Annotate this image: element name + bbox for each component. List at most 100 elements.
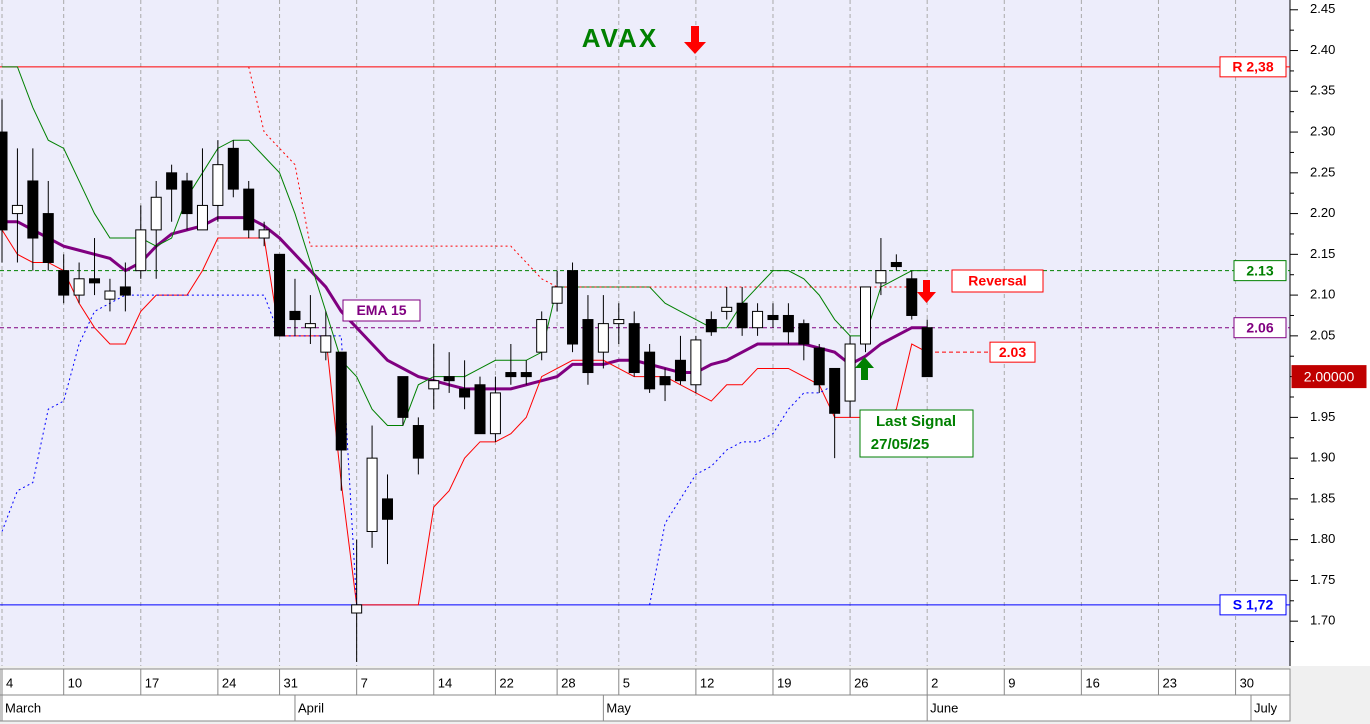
buy-arrow: [855, 357, 874, 380]
x-tick-label: 23: [1162, 675, 1176, 690]
level-label-box: [1219, 594, 1287, 616]
candle-body: [705, 319, 717, 333]
y-tick-label: 2.45: [1310, 1, 1335, 16]
candle-body: [813, 347, 825, 386]
last-price: 2.00000: [1304, 368, 1355, 384]
x-tick-label: 24: [222, 675, 236, 690]
candle-body: [829, 367, 841, 414]
candle-body: [181, 180, 193, 215]
candle-body: [459, 388, 471, 398]
candle-body: [335, 351, 347, 451]
candle-body: [89, 278, 101, 284]
candle-body: [597, 323, 609, 353]
candle-body: [27, 180, 39, 239]
target-label-box: [989, 341, 1036, 363]
indicator-line: [1, 294, 358, 605]
y-tick-label: 1.80: [1310, 531, 1335, 546]
ema-label-box: [342, 299, 421, 322]
signal-box: [859, 409, 974, 458]
candle-body: [551, 286, 563, 304]
candle-body: [489, 392, 501, 435]
candle-body: [536, 319, 548, 353]
candle-body: [104, 290, 116, 300]
candle-body: [289, 310, 301, 321]
candle-body: [166, 172, 178, 190]
candle-body: [119, 286, 131, 296]
candle-body: [520, 372, 532, 378]
y-tick-label: 1.85: [1310, 490, 1335, 505]
level-label: 2.13: [1246, 262, 1273, 278]
month-label: March: [5, 700, 41, 715]
candle-body: [366, 457, 378, 532]
candle-body: [875, 270, 887, 284]
ema-label: EMA 15: [356, 302, 406, 318]
y-tick-label: 2.25: [1310, 164, 1335, 179]
candle-body: [227, 147, 239, 190]
candle-body: [428, 380, 440, 390]
y-tick-label: 1.70: [1310, 613, 1335, 628]
candle-body: [859, 286, 871, 345]
level-label-box: [1233, 317, 1287, 339]
candle-body: [397, 376, 409, 418]
candle-body: [890, 261, 902, 268]
x-tick-label: 16: [1085, 675, 1099, 690]
signal-label: Last Signal: [876, 413, 956, 430]
candle-body: [628, 323, 640, 374]
x-tick-label: 10: [68, 675, 82, 690]
x-tick-label: 7: [361, 675, 368, 690]
level-label-box: [1219, 56, 1287, 78]
y-tick-label: 2.15: [1310, 246, 1335, 261]
candle-body: [752, 310, 764, 329]
candle-body: [58, 270, 70, 296]
candle-body: [767, 314, 779, 321]
target-label: 2.03: [999, 344, 1026, 360]
x-tick-label: 26: [854, 675, 868, 690]
candle-body: [736, 302, 748, 329]
indicator-line: [248, 66, 912, 288]
candle-body: [212, 164, 224, 206]
candle-body: [782, 314, 794, 333]
y-tick-label: 2.40: [1310, 42, 1335, 57]
month-label: April: [298, 700, 324, 715]
x-tick-label: 28: [561, 675, 575, 690]
candle-body: [351, 604, 363, 614]
candle-body: [921, 327, 933, 378]
indicator-line: [649, 384, 835, 605]
candle-body: [674, 359, 686, 382]
candle-body: [11, 204, 23, 215]
candle-body: [258, 229, 270, 239]
y-tick-label: 2.05: [1310, 327, 1335, 342]
x-tick-label: 17: [145, 675, 159, 690]
plot-background: [0, 0, 1290, 666]
signal-date: 27/05/25: [871, 436, 929, 453]
candle-body: [320, 335, 332, 353]
candle-body: [196, 204, 208, 231]
reversal-label: Reversal: [968, 273, 1026, 289]
candle-body: [567, 270, 579, 345]
candle-body: [644, 351, 656, 390]
candle-body: [844, 343, 856, 402]
y-tick-label: 2.10: [1310, 287, 1335, 302]
y-tick-label: 1.75: [1310, 572, 1335, 587]
y-axis-background: [1290, 0, 1370, 666]
reversal-label-box: [951, 269, 1044, 293]
candle-body: [274, 253, 286, 337]
candle-body: [659, 376, 671, 386]
candle-body: [798, 323, 810, 345]
chart-title: AVAX: [582, 23, 658, 53]
candle-body: [135, 229, 147, 272]
x-tick-label: 9: [1008, 675, 1015, 690]
candle-body: [243, 188, 255, 231]
candle-body: [721, 306, 733, 312]
x-tick-label: 30: [1240, 675, 1254, 690]
indicator-line: [1, 229, 928, 606]
level-label: S 1,72: [1233, 597, 1274, 613]
title-arrow: [684, 26, 706, 54]
x-tick-label: 12: [700, 675, 714, 690]
candle-body: [304, 323, 316, 329]
level-label-box: [1233, 260, 1287, 282]
candle-body: [505, 372, 517, 378]
last-price-box: [1291, 365, 1367, 389]
month-label: July: [1254, 700, 1278, 715]
candle-body: [150, 196, 162, 231]
